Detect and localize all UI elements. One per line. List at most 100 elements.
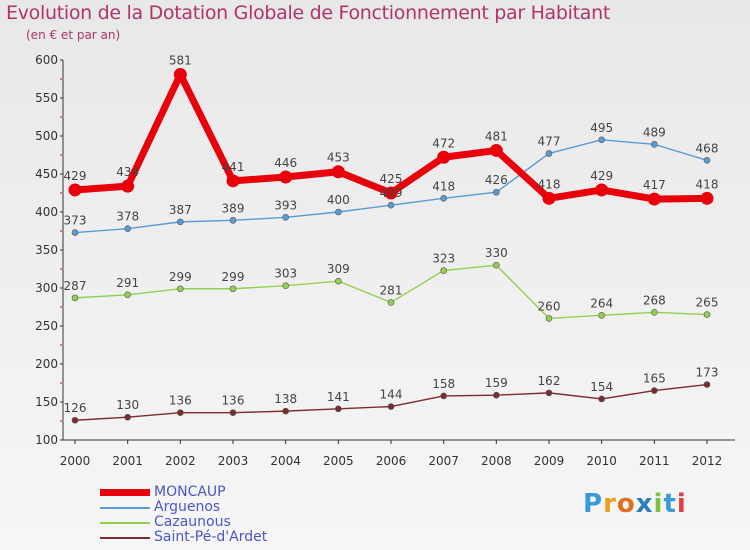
data-point (598, 395, 605, 403)
data-label: 165 (643, 372, 666, 386)
data-point (598, 312, 605, 319)
data-label: 446 (274, 156, 297, 170)
data-point (647, 192, 661, 206)
x-tick-label: 2002 (165, 454, 196, 468)
data-point (703, 381, 711, 388)
data-label: 400 (327, 193, 350, 207)
y-tick-label: 100 (35, 433, 58, 447)
logo-letter: o (616, 489, 636, 519)
y-tick-label: 350 (35, 243, 58, 257)
x-tick-label: 2010 (586, 454, 617, 468)
data-point (229, 217, 237, 224)
data-point (282, 407, 289, 415)
data-point (71, 416, 79, 424)
data-point (124, 225, 131, 233)
y-tick-label: 400 (35, 205, 58, 219)
data-point (68, 183, 82, 197)
data-label: 141 (327, 390, 350, 404)
data-label: 389 (222, 201, 245, 215)
data-point (651, 309, 658, 316)
data-point (595, 183, 609, 197)
data-point (703, 311, 711, 318)
legend-label: MONCAUP (154, 484, 226, 500)
x-tick-label: 2009 (534, 454, 565, 468)
data-label: 159 (485, 376, 508, 390)
data-label: 173 (696, 366, 719, 380)
data-label: 468 (696, 141, 719, 155)
legend-swatch (100, 489, 150, 496)
data-label: 425 (380, 172, 403, 186)
logo-letter: r (603, 489, 617, 519)
logo-letter: t (663, 489, 677, 519)
data-point (121, 179, 135, 193)
data-label: 309 (327, 262, 350, 276)
data-point (335, 208, 342, 216)
data-label: 393 (274, 198, 297, 212)
data-point (493, 261, 500, 269)
series-3 (71, 381, 711, 424)
legend-swatch (100, 537, 150, 539)
data-label: 581 (169, 53, 192, 67)
data-point (651, 387, 658, 394)
x-tick-label: 2004 (270, 454, 301, 468)
y-tick-label: 450 (35, 167, 58, 181)
x-tick-label: 2000 (60, 454, 91, 468)
chart-subtitle: (en € et par an) (26, 28, 121, 42)
data-point (545, 315, 553, 322)
data-point (703, 157, 711, 164)
data-point (545, 389, 553, 397)
data-point (177, 218, 184, 226)
x-tick-label: 2011 (639, 454, 670, 468)
y-tick-label: 500 (35, 129, 58, 143)
data-label: 489 (643, 125, 666, 139)
data-label: 299 (169, 270, 192, 284)
data-label: 418 (538, 177, 561, 191)
proxiti-logo: Proxiti (583, 489, 687, 519)
plot-area: 429 434 581 441 446 453 425 472 481 418 429 417 418 3… (64, 53, 719, 424)
logo-letter: P (583, 489, 604, 519)
data-point (440, 267, 447, 274)
x-tick-label: 2012 (692, 454, 723, 468)
y-tick-label: 300 (35, 281, 58, 295)
y-tick-label: 200 (35, 357, 58, 371)
data-point (71, 229, 79, 236)
data-point (489, 143, 503, 157)
data-point (437, 150, 451, 164)
x-tick-label: 2003 (218, 454, 249, 468)
data-point (226, 174, 240, 188)
data-label: 144 (380, 388, 403, 402)
axes: 100 150 200 250 300 350 400 450 500 550 600 2000 200… (35, 53, 735, 468)
x-tick-label: 2001 (112, 454, 143, 468)
data-label: 268 (643, 293, 666, 307)
data-label: 441 (222, 160, 245, 174)
data-label: 495 (590, 121, 613, 135)
data-label: 453 (327, 151, 350, 165)
data-point (387, 299, 395, 306)
chart-title: Evolution de la Dotation Globale de Fonc… (6, 2, 611, 24)
legend-swatch (100, 522, 150, 524)
data-label: 136 (222, 394, 245, 408)
data-label: 426 (485, 173, 508, 187)
data-label: 387 (169, 203, 192, 217)
x-tick-label: 2008 (481, 454, 512, 468)
data-point (229, 285, 237, 293)
data-label: 323 (432, 252, 455, 266)
y-tick-label: 600 (35, 53, 58, 67)
data-label: 162 (538, 374, 561, 388)
data-label: 287 (64, 279, 87, 293)
legend-label: Cazaunous (154, 514, 231, 530)
data-label: 265 (696, 296, 719, 310)
data-point (387, 201, 395, 209)
data-label: 429 (64, 169, 87, 183)
data-point (598, 136, 605, 144)
x-tick-label: 2007 (428, 454, 459, 468)
x-tick-label: 2006 (376, 454, 407, 468)
data-label: 418 (432, 179, 455, 193)
legend-label: Arguenos (154, 499, 221, 515)
data-point (440, 392, 447, 400)
data-label: 477 (538, 134, 561, 148)
data-point (545, 150, 553, 157)
data-point (177, 285, 184, 293)
data-point (124, 413, 131, 421)
